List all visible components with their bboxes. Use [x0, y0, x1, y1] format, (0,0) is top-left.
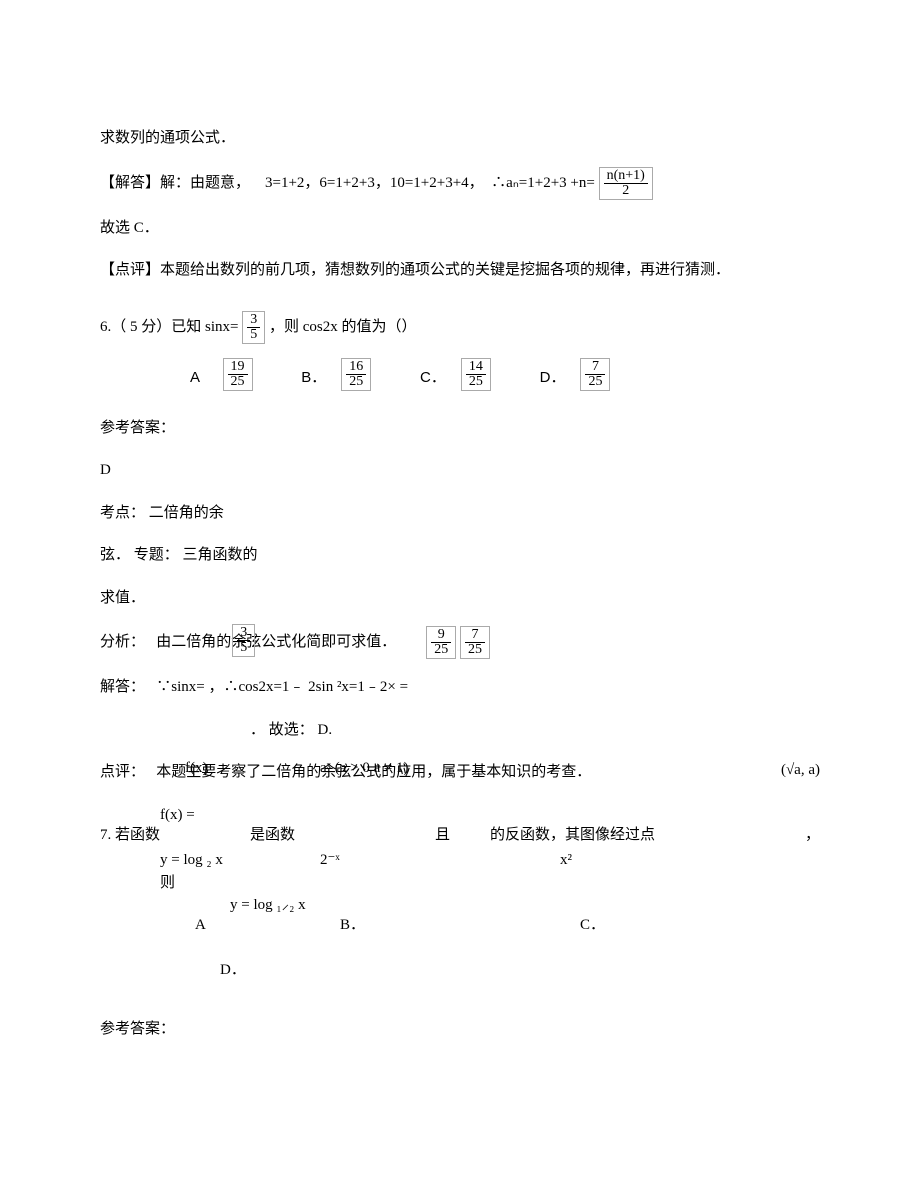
q6-analysis-mid-frac: 3 5	[232, 624, 255, 657]
q6-stem-prefix: 6.（ 5 分）已知 sinx=	[100, 318, 238, 334]
formula-den: 2	[604, 184, 648, 198]
q6-stem-suffix: ，则 cos2x 的值为（）	[269, 318, 417, 334]
q6-ar1-num: 9	[431, 628, 451, 643]
opt-b-den: 25	[346, 375, 366, 389]
q6-option-d: D． 7 25	[540, 358, 611, 392]
opt-label-d: D．	[540, 368, 566, 385]
q6-sinx-num: 3	[247, 313, 260, 328]
q6-option-b: B． 16 25	[301, 358, 371, 392]
q7-mid2: 且	[435, 821, 450, 850]
intro-comment: 【点评】本题给出数列的前几项，猜想数列的通项公式的关键是挖掘各项的规律，再进行猜…	[100, 256, 820, 285]
q6-comment-label: 点评：	[100, 764, 145, 780]
q7-x2: x²	[560, 846, 572, 875]
opt-b-num: 16	[346, 360, 366, 375]
intro-line2: 故选 C．	[100, 214, 820, 243]
q6-analysis-r2: 7 25	[460, 626, 490, 659]
q7-log12x: y = log ₁⸝₂ x	[230, 891, 306, 920]
opt-label-a: A	[190, 368, 200, 385]
overlay-sqrt: (√a, a)	[781, 756, 820, 785]
q7-block: f(x) = 7. 若函数 是函数 且 的反函数，其图像经过点 ， y = lo…	[100, 801, 820, 1001]
q7-2mx: 2⁻ˣ	[320, 846, 340, 875]
overlay-fx: f(x)	[185, 754, 208, 783]
q7-fx: f(x) =	[160, 801, 195, 830]
q7-tail: ，	[805, 821, 820, 850]
q6-answer: D	[100, 456, 820, 485]
q7-prefix: 7. 若函数	[100, 821, 160, 850]
q7-answer-label: 参考答案：	[100, 1015, 820, 1044]
opt-d-den: 25	[585, 375, 605, 389]
q7-opt-d: D．	[220, 956, 246, 985]
q7-opt-b: B．	[340, 911, 365, 940]
q6-option-a: A 19 25	[190, 358, 253, 392]
q7-mid3: 的反函数，其图像经过点	[490, 821, 655, 850]
overlay-ax: aˣ (a > 0 a ≠ 1)	[320, 754, 409, 783]
q6-option-c: C． 14 25	[420, 358, 491, 392]
solution-seq: 3=1+2，6=1+2+3，10=1+2+3+4，	[265, 174, 484, 190]
formula-num: n(n+1)	[604, 169, 648, 184]
q6-options: A 19 25 B． 16 25 C． 14 25 D． 7 25	[190, 358, 820, 392]
q6-sinx-den: 5	[247, 328, 260, 342]
solution-therefore: ∴aₙ=1+2+3 +n=	[491, 174, 595, 190]
opt-label-b: B．	[301, 368, 326, 385]
q6-ar2-den: 25	[465, 643, 485, 657]
formula-n-n1-2: n(n+1) 2	[599, 167, 653, 200]
q6-answer-label: 参考答案：	[100, 414, 820, 443]
opt-c-den: 25	[466, 375, 486, 389]
q6-analysis: 分析： 由二倍角的余弦公式化简即可求值． 3 5 9 25 7 25	[100, 626, 820, 659]
q6-analysis-r1: 9 25	[426, 626, 456, 659]
q6-stem: 6.（ 5 分）已知 sinx= 3 5 ，则 cos2x 的值为（）	[100, 311, 820, 344]
q6-solve-tail: ． 故选： D.	[250, 716, 820, 745]
q6-solve-text: ∵sinx= ，∴cos2x=1﹣ 2sin ²x=1﹣2× =	[156, 679, 408, 695]
q6-comment-row: 点评： 本题主要考察了二倍角的余弦公式的应用，属于基本知识的考查． f(x) a…	[100, 758, 820, 787]
q7-opt-c: C．	[580, 911, 605, 940]
q6-topic1: 考点： 二倍角的余	[100, 499, 820, 528]
q6-ar2-num: 7	[465, 628, 485, 643]
opt-c-num: 14	[466, 360, 486, 375]
q7-opt-a: A	[195, 911, 206, 940]
opt-d-num: 7	[585, 360, 605, 375]
solution-label: 【解答】解：由题意，	[100, 174, 250, 190]
q6-sinx-frac: 3 5	[242, 311, 265, 344]
q6-amid-den: 5	[237, 641, 250, 655]
intro-line1: 求数列的通项公式．	[100, 124, 820, 153]
opt-a-den: 25	[228, 375, 248, 389]
q6-solve-label: 解答：	[100, 679, 145, 695]
q6-analysis-text: 由二倍角的余弦公式化简即可求值．	[156, 634, 396, 650]
q7-ze: 则	[160, 869, 175, 898]
q6-topic3: 求值．	[100, 584, 820, 613]
opt-a-num: 19	[228, 360, 248, 375]
q6-topic2: 弦． 专题： 三角函数的	[100, 541, 820, 570]
q6-ar1-den: 25	[431, 643, 451, 657]
q6-solve: 解答： ∵sinx= ，∴cos2x=1﹣ 2sin ²x=1﹣2× =	[100, 673, 820, 702]
q6-amid-num: 3	[237, 626, 250, 641]
opt-label-c: C．	[420, 368, 446, 385]
intro-solution: 【解答】解：由题意， 3=1+2，6=1+2+3，10=1+2+3+4， ∴aₙ…	[100, 167, 820, 200]
q7-mid1: 是函数	[250, 821, 295, 850]
q6-analysis-label: 分析：	[100, 634, 145, 650]
